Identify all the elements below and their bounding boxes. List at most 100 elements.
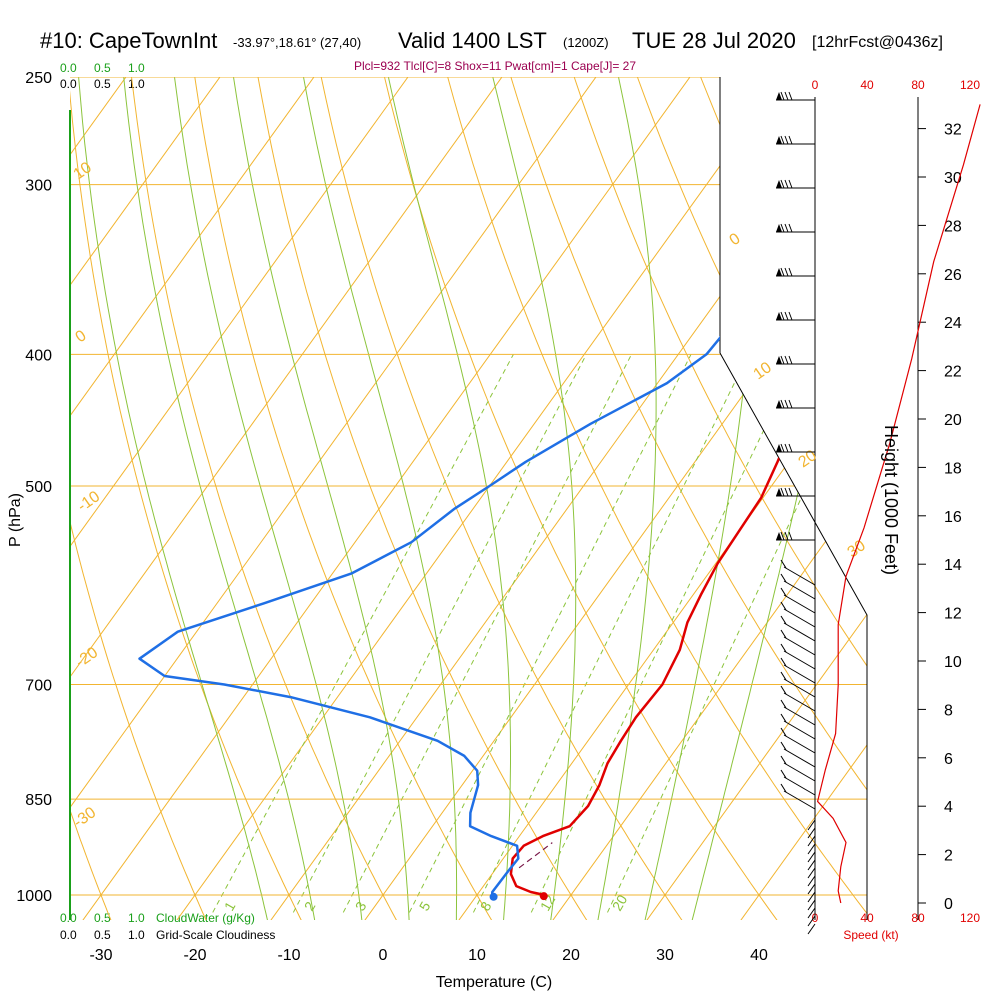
height-tick-label: 32 — [944, 122, 962, 139]
isotherm-line — [267, 77, 867, 920]
temperature-tick-label: 20 — [562, 947, 580, 964]
isotherm-line — [455, 77, 867, 920]
isotherm-line — [643, 77, 867, 920]
wind-barb — [776, 223, 815, 233]
temperature-tick-label: -20 — [183, 947, 206, 964]
wind-barb — [780, 741, 816, 768]
cloudiness-tick: 0.5 — [94, 77, 111, 91]
height-tick-label: 22 — [944, 364, 962, 381]
mixing-ratio-line — [472, 354, 750, 913]
isotherm-line — [361, 77, 867, 920]
wind-barb — [807, 883, 816, 895]
pressure-tick-label: 250 — [25, 70, 52, 87]
wind-barb — [807, 859, 816, 871]
cloudiness-tick: 0.5 — [94, 928, 111, 942]
pressure-tick-label: 850 — [25, 792, 52, 809]
mixing-ratio-line — [212, 354, 514, 913]
forecast-info: [12hrFcst@0436z] — [812, 34, 943, 51]
cloudwater-tick: 0.0 — [60, 61, 77, 75]
temperature-tick-label: 0 — [379, 947, 388, 964]
wind-barb — [780, 727, 816, 754]
isotherm-label: 10 — [71, 159, 95, 183]
zulu-time: (1200Z) — [563, 35, 609, 50]
mixing-ratio-label: 20 — [609, 892, 631, 914]
speed-tick: 80 — [911, 78, 925, 92]
mixing-ratio-line — [408, 354, 692, 913]
moist-adiabat-line — [76, 77, 269, 920]
wind-barb — [807, 819, 816, 831]
isotherm-label: 20 — [796, 447, 820, 471]
wind-barb — [776, 135, 815, 145]
dewpoint-line — [138, 110, 776, 897]
mixing-ratio-label: 5 — [416, 899, 434, 914]
top-scales: 0.0 0.5 1.0 0.0 0.5 1.0 — [60, 61, 145, 91]
wind-barb — [780, 713, 816, 740]
wind-barb — [780, 601, 816, 628]
isotherm-line — [70, 77, 332, 920]
wind-barb — [776, 399, 815, 409]
cloudiness-tick: 0.0 — [60, 77, 77, 91]
moist-adiabat-line — [229, 77, 410, 920]
wind-barb — [807, 899, 816, 911]
dry-adiabat-line — [70, 77, 209, 920]
dry-adiabat-line — [70, 77, 113, 920]
isotherm-line — [70, 77, 144, 920]
height-tick-label: 20 — [944, 412, 962, 429]
wind-barb — [780, 587, 816, 614]
isotherm-line — [70, 77, 614, 920]
cloudiness-label: Grid-Scale Cloudiness — [156, 928, 275, 942]
height-tick-label: 0 — [944, 896, 953, 913]
surface-dewpoint-marker — [489, 892, 498, 901]
mixing-ratio-label: 3 — [352, 899, 370, 914]
wind-barb — [780, 783, 816, 810]
cloudwater-tick: 1.0 — [128, 61, 145, 75]
pressure-tick-label: 500 — [25, 479, 52, 496]
wind-barb — [776, 531, 815, 541]
dry-adiabat-line — [190, 77, 495, 920]
isotherm-line — [70, 77, 238, 920]
wind-barb — [807, 891, 816, 903]
height-tick-label: 28 — [944, 218, 962, 235]
temperature-tick-label: 30 — [656, 947, 674, 964]
wind-barb — [807, 907, 816, 919]
speed-tick: 40 — [860, 78, 874, 92]
speed-scale: 0 40 80 120 0 40 80 120 Speed (kt) — [812, 78, 981, 942]
temperature-tick-label: 40 — [750, 947, 768, 964]
height-tick-label: 16 — [944, 509, 962, 526]
wind-barb — [776, 267, 815, 277]
height-tick-label: 14 — [944, 557, 962, 574]
cloudiness-tick: 0.0 — [60, 928, 77, 942]
mixing-ratio-label: 2 — [301, 899, 319, 914]
wind-barb — [780, 685, 816, 712]
height-tick-label: 6 — [944, 751, 953, 768]
temperature-tick-label: -30 — [89, 947, 112, 964]
wind-barb — [776, 443, 815, 453]
cloudwater-tick: 1.0 — [128, 911, 145, 925]
wind-barb — [780, 643, 816, 670]
parcel-line — [518, 842, 553, 869]
dry-adiabat-line — [565, 77, 867, 920]
wind-barb — [807, 827, 816, 839]
wind-barb — [807, 923, 816, 935]
isotherm-line — [79, 77, 708, 920]
pressure-tick-label: 1000 — [16, 888, 52, 905]
isotherm-label: 30 — [845, 537, 869, 561]
moist-adiabat-line — [643, 77, 758, 920]
station-coords: -33.97°,18.61° (27,40) — [233, 35, 361, 50]
moist-adiabat-line — [120, 77, 316, 920]
height-tick-label: 12 — [944, 606, 962, 623]
height-tick-label: 24 — [944, 315, 962, 332]
plot-frame — [719, 77, 868, 920]
height-tick-label: 26 — [944, 267, 962, 284]
mixing-ratio-line — [342, 354, 632, 913]
wind-barb — [780, 559, 816, 586]
forecast-date: TUE 28 Jul 2020 — [632, 28, 796, 53]
wind-barb — [776, 311, 815, 321]
station-title: #10: CapeTownInt — [40, 28, 217, 53]
height-tick-label: 8 — [944, 702, 953, 719]
dry-adiabat-line — [128, 77, 399, 920]
cloudiness-tick: 1.0 — [128, 77, 145, 91]
isotherm-label: -30 — [71, 804, 100, 831]
dry-adiabat-line — [440, 77, 867, 920]
